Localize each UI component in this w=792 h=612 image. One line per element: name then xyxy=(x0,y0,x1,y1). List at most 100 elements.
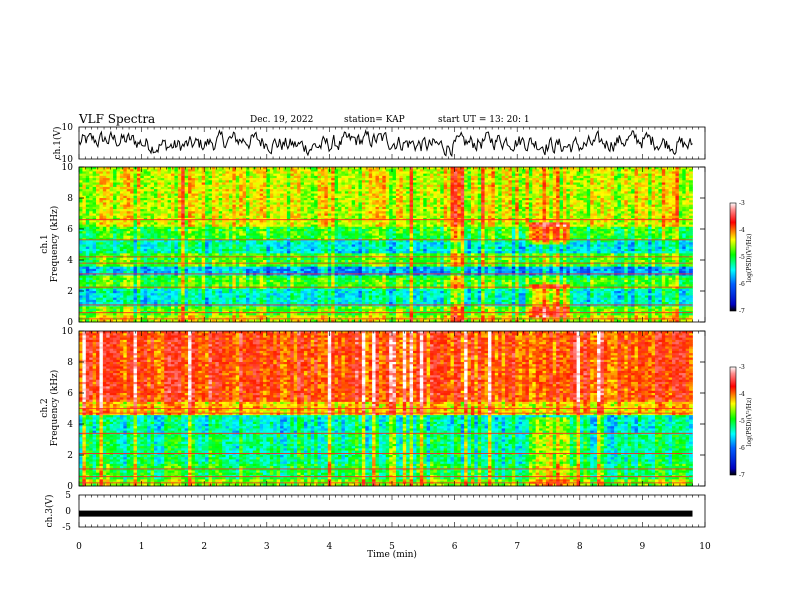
spectrogram-cell xyxy=(416,184,421,188)
spectrogram-cell xyxy=(522,211,526,214)
spectrogram-cell xyxy=(297,213,301,217)
spectrogram-cell xyxy=(525,206,530,210)
spectrogram-cell xyxy=(501,171,506,175)
spectrogram-cell xyxy=(614,180,618,183)
spectrogram-cell xyxy=(566,224,571,228)
spectrogram-cell xyxy=(593,200,598,203)
spectrogram-cell xyxy=(249,180,254,183)
spectrogram-cell xyxy=(631,189,635,192)
spectrogram-cell xyxy=(661,169,666,172)
spectrogram-cell xyxy=(92,184,97,188)
spectrogram-cell xyxy=(181,222,186,225)
spectrogram-cell xyxy=(453,186,458,190)
spectrogram-cell xyxy=(573,215,577,219)
spectrogram-cell xyxy=(303,220,308,223)
spectrogram-cell xyxy=(607,224,612,228)
spectrogram-cell xyxy=(515,180,520,183)
spectrogram-cell xyxy=(123,215,128,219)
spectrogram-cell xyxy=(184,226,189,230)
spectrogram-cell xyxy=(96,202,100,206)
spectrogram-cell xyxy=(344,173,349,177)
spectrogram-cell xyxy=(467,167,472,170)
spectrogram-cell xyxy=(382,224,387,228)
spectrogram-cell xyxy=(259,226,264,230)
spectrogram-cell xyxy=(116,175,121,179)
spectrogram-cell xyxy=(682,191,687,194)
spectrogram-cell xyxy=(211,211,216,214)
spectrogram-cell xyxy=(583,175,588,179)
spectrogram-cell xyxy=(211,198,216,201)
spectrogram-cell xyxy=(263,209,267,212)
spectrogram-cell xyxy=(419,178,424,181)
spectrogram-cell xyxy=(515,224,520,228)
spectrogram-cell xyxy=(678,209,683,212)
spectrogram-cell xyxy=(249,202,254,206)
spectrogram-cell xyxy=(556,182,560,186)
spectrogram-cell xyxy=(368,224,373,228)
spectrogram-cell xyxy=(368,186,373,190)
spectrogram-cell xyxy=(218,213,223,217)
spectrogram-cell xyxy=(300,171,305,175)
spectrogram-cell xyxy=(651,198,656,201)
spectrogram-cell xyxy=(491,175,496,179)
spectrogram-cell xyxy=(460,209,465,212)
spectrogram-cell xyxy=(177,198,182,201)
spectrogram-cell xyxy=(607,184,612,188)
spectrogram-cell xyxy=(426,171,431,175)
spectrogram-cell xyxy=(102,173,107,177)
spectrogram-cell xyxy=(447,191,451,194)
spectrogram-cell xyxy=(654,211,659,214)
spectrogram-cell xyxy=(542,195,547,199)
spectrogram-cell xyxy=(123,226,128,230)
spectrogram-cell xyxy=(89,209,94,212)
spectrogram-cell xyxy=(218,200,223,203)
spectrogram-cell xyxy=(153,204,158,208)
spectrogram-cell xyxy=(273,189,278,192)
spectrogram-cell xyxy=(303,195,308,199)
spectrogram-cell xyxy=(477,202,482,206)
spectrogram-cell xyxy=(464,178,468,181)
spectrogram-cell xyxy=(631,202,635,206)
spectrogram-cell xyxy=(150,217,155,221)
spectrogram-cell xyxy=(426,193,431,197)
spectrogram-cell xyxy=(586,175,591,179)
spectrogram-cell xyxy=(92,171,97,175)
spectrogram-cell xyxy=(515,220,520,223)
spectrogram-cell xyxy=(409,186,414,190)
spectrogram-cell xyxy=(361,175,366,179)
spectrogram-cell xyxy=(590,217,595,221)
spectrogram-cell xyxy=(327,206,332,210)
spectrogram-cell xyxy=(644,169,649,172)
spectrogram-cell xyxy=(215,195,220,199)
spectrogram-cell xyxy=(501,211,506,214)
spectrogram-cell xyxy=(378,224,383,228)
spectrogram-cell xyxy=(672,195,676,199)
spectrogram-cell xyxy=(293,173,298,177)
spectrogram-cell xyxy=(239,180,243,183)
spectrogram-cell xyxy=(79,217,83,221)
spectrogram-cell xyxy=(491,171,496,175)
spectrogram-cell xyxy=(150,222,155,225)
spectrogram-cell xyxy=(467,198,472,201)
spectrogram-cell xyxy=(654,178,659,181)
spectrogram-cell xyxy=(259,173,264,177)
spectrogram-cell xyxy=(644,217,649,221)
spectrogram-cell xyxy=(130,202,134,206)
spectrogram-cell xyxy=(99,195,104,199)
spectrogram-cell xyxy=(395,198,400,201)
spectrogram-cell xyxy=(232,167,237,170)
spectrogram-cell xyxy=(188,167,192,170)
spectrogram-cell xyxy=(675,184,680,188)
spectrogram-cell xyxy=(89,191,94,194)
spectrogram-cell xyxy=(106,189,111,192)
spectrogram-cell xyxy=(487,202,492,206)
spectrogram-cell xyxy=(150,169,155,172)
spectrogram-cell xyxy=(484,215,489,219)
spectrogram-cell xyxy=(430,180,434,183)
spectrogram-cell xyxy=(474,204,479,208)
spectrogram-cell xyxy=(464,191,468,194)
spectrogram-cell xyxy=(344,213,349,217)
spectrogram-cell xyxy=(194,184,199,188)
spectrogram-cell xyxy=(198,217,203,221)
spectrogram-cell xyxy=(256,167,261,170)
